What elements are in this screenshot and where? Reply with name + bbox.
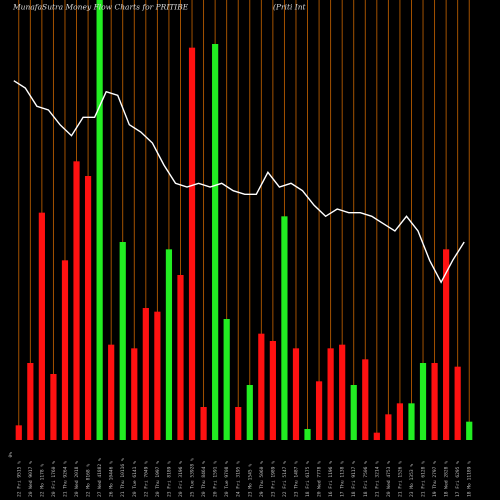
x-axis-start-label: 0% bbox=[8, 452, 14, 458]
bar-series bbox=[15, 0, 473, 441]
bar bbox=[154, 311, 161, 440]
x-tick-label: 23 Fri 1989 % bbox=[270, 461, 276, 497]
bar bbox=[339, 344, 346, 440]
x-tick-label: 21 Fri 1526 % bbox=[397, 461, 403, 497]
bar bbox=[61, 260, 69, 440]
x-tick-label: 18 Fri 7506 % bbox=[363, 461, 369, 497]
x-tick-label: 20 Fri 1591 % bbox=[213, 461, 219, 497]
x-tick-label: 18 Wed 2828 % bbox=[444, 461, 450, 497]
bar bbox=[38, 212, 45, 440]
x-tick-label: 21 Thu 9264 % bbox=[62, 461, 68, 497]
x-tick-label: 17 Thu 1138 % bbox=[340, 461, 346, 497]
bar bbox=[454, 366, 461, 440]
x-tick-label: 22 Mo 1178 % bbox=[39, 464, 45, 497]
x-tick-label: 20 Tue 6141 % bbox=[132, 461, 138, 497]
bar bbox=[385, 414, 392, 440]
x-tick-label: 26 Mo 10446 % bbox=[109, 461, 115, 497]
x-tick-label: 23 Mo 1545 % bbox=[247, 464, 253, 497]
chart-title: MunafaSutra Money Flow Charts for PRITIB… bbox=[12, 3, 189, 12]
x-tick-label: 16 Fri 1196 % bbox=[328, 461, 334, 497]
x-tick-label: 20 Tue 9708 % bbox=[224, 461, 230, 497]
bar bbox=[119, 242, 126, 440]
bar bbox=[165, 249, 173, 440]
x-tick-label: 23 Mo 1353 % bbox=[409, 464, 415, 497]
x-tick-label: 27 Wed 41882 % bbox=[97, 458, 103, 497]
bar bbox=[269, 341, 276, 440]
x-tick-label: 20 Fri 3196 % bbox=[178, 461, 184, 497]
x-tick-label: 20 Wed 4753 % bbox=[386, 461, 392, 497]
bar bbox=[131, 348, 138, 440]
bar bbox=[15, 425, 22, 440]
bar bbox=[327, 348, 334, 440]
bar bbox=[258, 333, 265, 440]
bar bbox=[84, 176, 92, 440]
x-tick-label: 23 Thu 1487 % bbox=[293, 461, 299, 497]
x-tick-label: 20 Wed 2018 % bbox=[74, 461, 80, 497]
bar bbox=[246, 385, 253, 440]
bar bbox=[177, 275, 184, 440]
bar bbox=[50, 374, 57, 440]
chart-subtitle: (Priti Int bbox=[273, 3, 307, 12]
x-tick-label: 29 Thu 5060 % bbox=[259, 461, 265, 497]
x-tick-label: 22 Fri 7049 % bbox=[143, 461, 149, 497]
bar bbox=[373, 432, 380, 440]
bar bbox=[96, 0, 103, 440]
bar bbox=[315, 381, 323, 440]
bar bbox=[408, 403, 415, 440]
bar bbox=[200, 407, 207, 440]
x-tick-label: 19 Thu 2797 % bbox=[432, 461, 438, 497]
bar bbox=[350, 385, 357, 440]
bar bbox=[362, 359, 369, 440]
trend-line bbox=[13, 80, 465, 284]
bar bbox=[73, 161, 80, 440]
x-tick-label: 25 Tue 53928 % bbox=[190, 458, 196, 497]
bar bbox=[431, 363, 438, 440]
bar bbox=[212, 44, 219, 440]
x-tick-label: 22 Mo 8168 % bbox=[86, 464, 92, 497]
bar bbox=[396, 403, 404, 440]
x-tick-label: 18 Fri 9117 % bbox=[351, 461, 357, 497]
x-tick-label: 18 Fri 6175 % bbox=[305, 461, 311, 497]
x-tick-label: 21 Thu 10116 % bbox=[120, 458, 126, 497]
bar bbox=[466, 421, 473, 440]
x-tick-label: 20 Fri 1760 % bbox=[51, 461, 57, 497]
bar bbox=[108, 344, 115, 440]
bar bbox=[142, 308, 149, 440]
x-tick-label: 20 Wed 7778 % bbox=[317, 461, 323, 497]
x-tick-labels: 22 Fri 9515 % 20 Wed 9017 % 22 Mo 1178 % 20… bbox=[16, 458, 472, 497]
bar bbox=[223, 319, 230, 440]
x-tick-label: 22 Fri 9515 % bbox=[16, 461, 22, 497]
x-tick-label: 21 Fri 6128 % bbox=[421, 461, 427, 497]
x-tick-label: 24 Fri 3195 % bbox=[236, 461, 242, 497]
x-tick-label: 20 Thu 8464 % bbox=[201, 461, 207, 497]
x-tick-label: 20 Wed 9017 % bbox=[28, 461, 34, 497]
bar bbox=[304, 429, 311, 440]
x-tick-label: 21 Fri 3214 % bbox=[374, 461, 380, 497]
bar bbox=[235, 407, 242, 440]
x-tick-label: 20 Thu 1997 % bbox=[155, 461, 161, 497]
bar bbox=[281, 216, 288, 440]
bar bbox=[188, 47, 196, 441]
bar bbox=[419, 363, 427, 440]
bar bbox=[27, 363, 34, 440]
x-tick-label: 22 Fri 5147 % bbox=[282, 461, 288, 497]
x-tick-label: 23 Fri 8189 % bbox=[166, 461, 172, 497]
bar bbox=[292, 348, 300, 440]
x-tick-label: 17 Fri 6295 % bbox=[455, 461, 461, 497]
x-tick-label: 18 Mo 11189 % bbox=[467, 461, 473, 497]
bar bbox=[443, 249, 450, 440]
